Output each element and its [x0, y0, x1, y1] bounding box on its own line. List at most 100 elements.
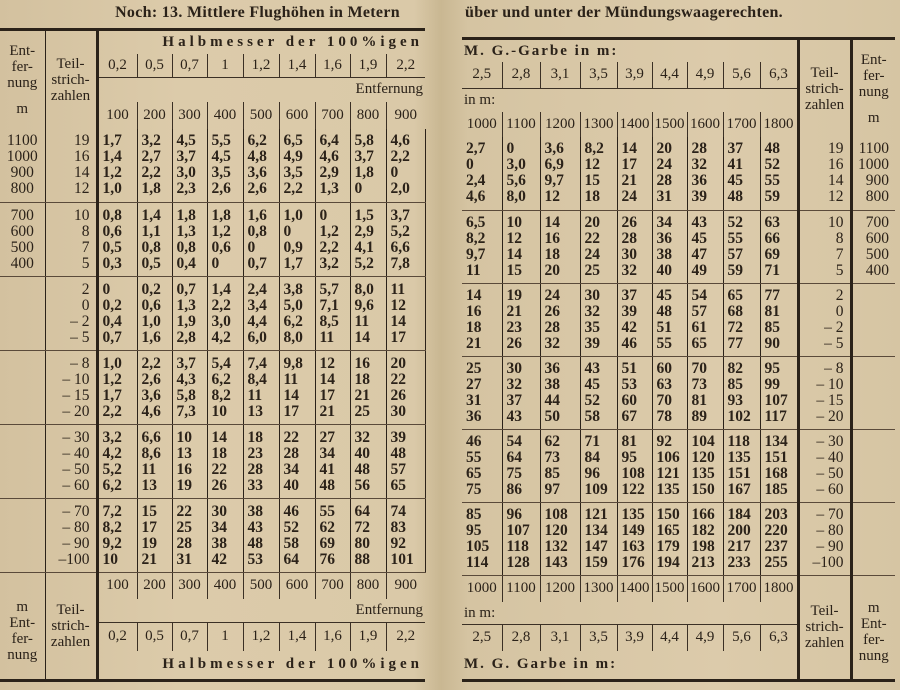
value: 0: [283, 222, 292, 240]
value: 14: [354, 328, 371, 346]
value: 8,2: [466, 229, 486, 247]
value: 40: [354, 444, 371, 462]
value: 24: [656, 156, 673, 174]
teilstrich-line: – 15: [62, 386, 90, 404]
halbmesser-label: Halbmesser der 100%igen: [162, 33, 424, 50]
value: 59: [727, 261, 744, 279]
value: 159: [584, 553, 608, 571]
teilstrich-line: 16: [74, 148, 90, 166]
entfernung-line: [853, 466, 890, 482]
value: 194: [656, 553, 680, 571]
value: 18: [584, 188, 601, 206]
value: 2,2: [390, 148, 410, 166]
value: 4,5: [211, 148, 231, 166]
value: 56: [354, 476, 371, 494]
teilstrich-line: – 90: [816, 537, 844, 555]
teilstrich-line: – 80: [62, 518, 90, 536]
value: 52: [764, 156, 781, 174]
value: 11: [319, 328, 335, 346]
teilstrich-line: – 70: [62, 502, 90, 520]
value: 39: [584, 334, 601, 352]
value: 9,7: [544, 172, 564, 190]
value-cell: 34 36 38 40: [652, 210, 688, 284]
entfernung-sublabel: Entfernung: [355, 81, 424, 98]
value-cell: 95 99 107 117: [760, 356, 799, 430]
value-cell: 71 84 96 109: [580, 429, 618, 503]
value: 62: [544, 432, 561, 450]
value: 31: [176, 550, 193, 568]
value: 54: [691, 286, 708, 304]
value: 6,2: [283, 312, 303, 330]
value-cell: 24 26 28 32: [540, 283, 581, 357]
entfernung-line: [853, 555, 890, 571]
value: 37: [727, 140, 744, 158]
teilstrich-line: – 50: [816, 464, 844, 482]
value-cell: 51 53 60 67: [617, 356, 653, 430]
value-cell: 3,7 4,3 5,8 7,3: [172, 350, 208, 425]
entfernung-line: [0, 356, 45, 372]
value-cell: 70 73 81 89: [687, 356, 724, 430]
value-cell: 65 68 72 77: [723, 283, 761, 357]
value: 0,5: [141, 254, 161, 272]
value: 1,2: [319, 222, 339, 240]
entfernung-header: Ent- fer- nung m: [0, 29, 46, 129]
value: 0,5: [102, 238, 122, 256]
value: 28: [544, 318, 561, 336]
value: 28: [176, 534, 193, 552]
value-cell: 55 62 69 76: [315, 498, 351, 573]
value: 20: [656, 140, 673, 158]
header-value: 4,9: [686, 624, 723, 651]
value: 9,6: [354, 296, 374, 314]
value: 1,2: [102, 164, 122, 182]
value: 12: [584, 156, 601, 174]
value: 2,6: [141, 370, 161, 388]
teilstrich-line: – 8: [70, 354, 90, 372]
value: 1,7: [102, 386, 122, 404]
value: 5,2: [354, 254, 374, 272]
value: 2,3: [176, 180, 196, 198]
header-value: 1100: [501, 112, 540, 137]
value: 34: [319, 444, 336, 462]
unit-label: m: [16, 599, 29, 615]
value: 8,0: [506, 188, 526, 206]
entfernung-footer: m Ent- fer- nung: [851, 575, 895, 681]
value: 0,8: [176, 238, 196, 256]
value: 50: [544, 407, 561, 425]
entfernung-line: [853, 361, 890, 377]
value: 32: [621, 261, 638, 279]
value: 23: [247, 444, 264, 462]
header-value: 1600: [686, 575, 723, 602]
row-group: 2 0– 2– 5 0 0,2 0,4 0,7 0,2 0,6 1,0 1,6 0,7 1,3 1,9 2…: [0, 276, 426, 351]
value-cell: 3,2 2,7 2,2 1,8: [137, 128, 173, 203]
value: 255: [764, 553, 788, 571]
header-value: 2,8: [501, 624, 540, 651]
value: 1,4: [141, 206, 161, 224]
header-value: 3,1: [539, 62, 580, 89]
in-m-label: in m:: [464, 604, 496, 621]
value: 1,7: [283, 254, 303, 272]
value-cell: 25 27 31 36: [462, 356, 503, 430]
value-cell: 30 32 35 39: [580, 283, 618, 357]
row-group: 14 16 18 21 19 21 23 26 24 26 28 32 30 32 35 39 37 39 42 46…: [462, 283, 896, 357]
value: 48: [764, 140, 781, 158]
value-cell: 121 134 147 159: [580, 502, 618, 576]
value-cell: 6,4 4,6 2,9 1,3: [315, 128, 351, 203]
header-value: 1800: [759, 575, 799, 602]
value: 1,9: [176, 312, 196, 330]
value: 22: [390, 370, 407, 388]
value: 0: [466, 156, 474, 174]
value: 7,1: [319, 296, 339, 314]
value: 12: [544, 188, 561, 206]
entfernung-line: [853, 304, 890, 320]
value: 5,2: [102, 460, 122, 478]
value: 16: [466, 302, 482, 320]
entfernung: [0, 350, 46, 425]
value: 4,6: [141, 402, 161, 420]
value: 81: [621, 432, 638, 450]
value: 0,3: [102, 254, 122, 272]
value: 6,2: [247, 132, 267, 150]
value: 78: [656, 407, 673, 425]
value: 77: [764, 286, 781, 304]
value: 3,5: [283, 164, 303, 182]
teilstrich-line: 2: [835, 286, 844, 304]
